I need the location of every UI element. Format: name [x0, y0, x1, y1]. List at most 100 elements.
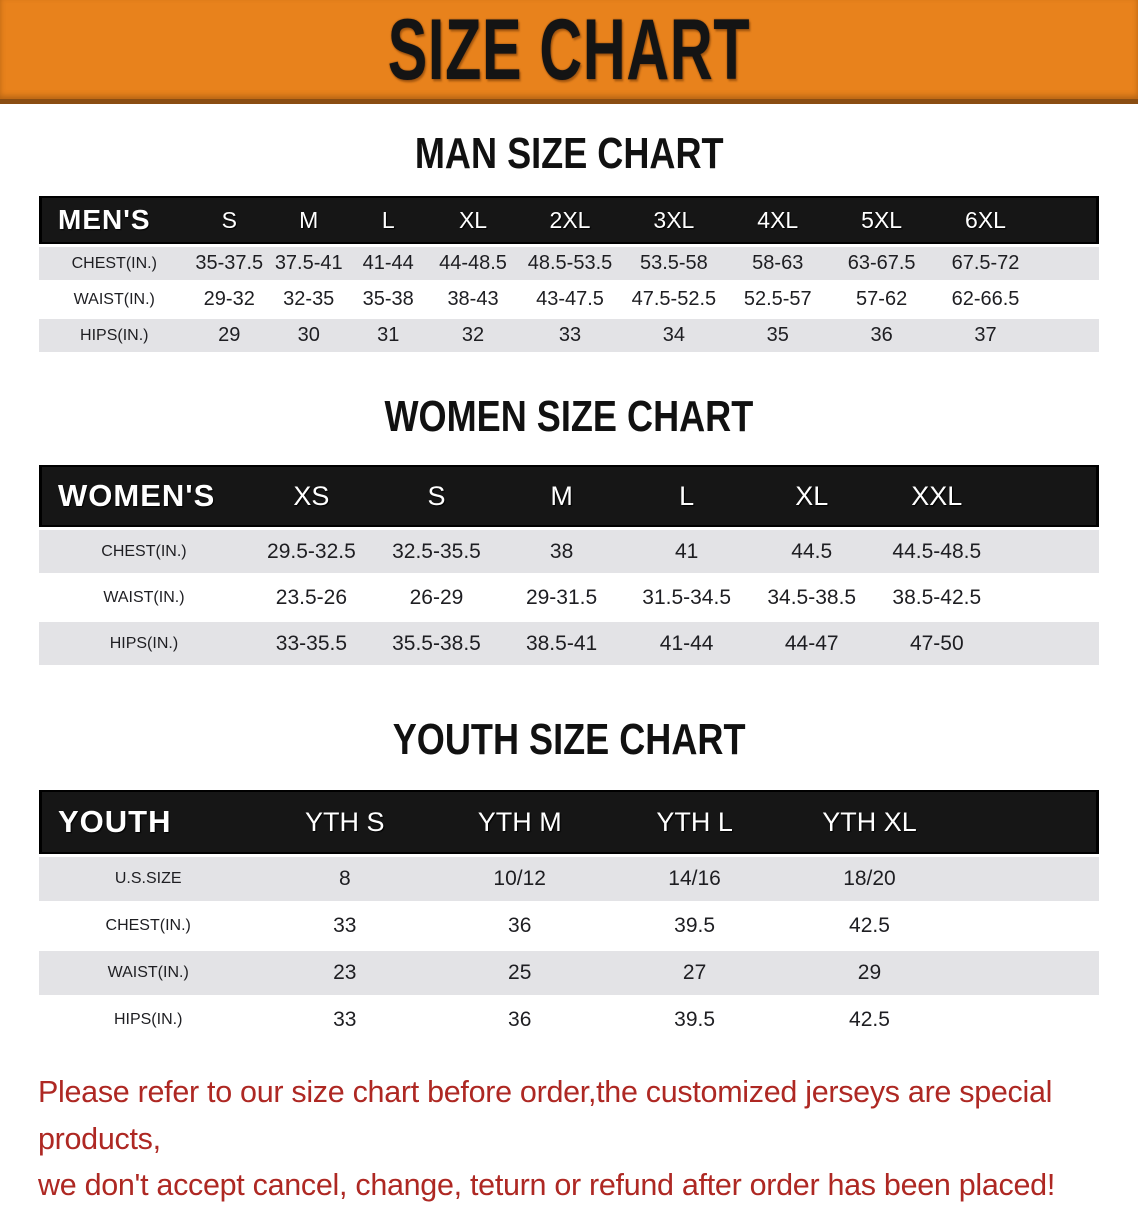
size-value-cell: 47-50 [874, 622, 1000, 665]
size-column-header: XS [248, 465, 374, 527]
header-spacer [1037, 196, 1099, 244]
size-value-cell: 38 [499, 530, 625, 573]
size-column-header: S [373, 465, 500, 527]
size-column-header: YTH M [432, 790, 608, 854]
size-value-cell: 43-47.5 [518, 283, 622, 316]
size-value-cell: 57-62 [829, 283, 934, 316]
measurement-row-label: CHEST(IN.) [39, 530, 249, 573]
size-value-cell: 31 [348, 319, 428, 352]
size-value-cell: 44-48.5 [427, 247, 519, 280]
measurement-row: WAIST(IN.) 29-32 32-35 35-38 38-43 43-47.5 47.… [39, 283, 1099, 316]
size-value-cell: 36 [432, 998, 608, 1042]
measurement-row: HIPS(IN.) 33 36 39.5 42.5 [39, 998, 1099, 1042]
size-value-cell: 58-63 [725, 247, 830, 280]
size-value-cell: 37 [933, 319, 1038, 352]
size-chart-banner: SIZE CHART [0, 0, 1138, 104]
section-heading-youth: YOUTH SIZE CHART [392, 715, 746, 764]
size-column-header: XL [749, 465, 875, 527]
youth-size-header-row: YOUTH YTH S YTH M YTH L YTH XL [39, 790, 1099, 854]
size-value-cell: 30 [269, 319, 349, 352]
row-spacer [956, 951, 1099, 995]
size-column-header: L [348, 196, 428, 244]
measurement-row-label: HIPS(IN.) [39, 998, 258, 1042]
size-value-cell: 10/12 [432, 857, 608, 901]
size-column-header: 3XL [621, 196, 726, 244]
size-value-cell: 29 [189, 319, 269, 352]
size-value-cell: 27 [607, 951, 783, 995]
size-value-cell: 32.5-35.5 [373, 530, 500, 573]
size-value-cell: 29-31.5 [499, 576, 625, 619]
banner-title: SIZE CHART [387, 0, 751, 98]
size-value-cell: 41 [624, 530, 750, 573]
size-column-header: 6XL [933, 196, 1038, 244]
row-spacer [999, 530, 1099, 573]
header-spacer [956, 790, 1099, 854]
size-value-cell: 36 [829, 319, 934, 352]
size-value-cell: 18/20 [782, 857, 957, 901]
table-group-label: YOUTH [39, 790, 258, 854]
size-value-cell: 35.5-38.5 [373, 622, 500, 665]
size-column-header: 4XL [725, 196, 830, 244]
size-value-cell: 8 [257, 857, 433, 901]
size-value-cell: 32-35 [269, 283, 349, 316]
row-spacer [956, 857, 1099, 901]
size-value-cell: 52.5-57 [725, 283, 830, 316]
size-value-cell: 38.5-42.5 [874, 576, 1000, 619]
size-value-cell: 44.5-48.5 [874, 530, 1000, 573]
row-spacer [956, 904, 1099, 948]
size-value-cell: 42.5 [782, 998, 957, 1042]
size-column-header: M [269, 196, 349, 244]
table-group-label: WOMEN'S [39, 465, 249, 527]
section-women: WOMEN SIZE CHART WOMEN'S XS S M L XL XXL CHEST… [0, 392, 1138, 668]
disclaimer-line-1: Please refer to our size chart before or… [38, 1075, 1053, 1156]
measurement-row: CHEST(IN.) 33 36 39.5 42.5 [39, 904, 1099, 948]
size-value-cell: 38-43 [427, 283, 519, 316]
measurement-row-label: WAIST(IN.) [39, 576, 249, 619]
size-value-cell: 25 [432, 951, 608, 995]
size-column-header: 5XL [829, 196, 934, 244]
size-value-cell: 35-38 [348, 283, 428, 316]
measurement-row-label: HIPS(IN.) [39, 319, 190, 352]
header-spacer [999, 465, 1099, 527]
women-size-table: WOMEN'S XS S M L XL XXL CHEST(IN.) 29.5-32.5 32.… [39, 462, 1099, 668]
size-value-cell: 23 [257, 951, 433, 995]
size-value-cell: 33 [257, 998, 433, 1042]
size-value-cell: 29 [782, 951, 957, 995]
measurement-row: HIPS(IN.) 29 30 31 32 33 34 35 36 37 [39, 319, 1099, 352]
measurement-row-label: U.S.SIZE [39, 857, 258, 901]
size-value-cell: 42.5 [782, 904, 957, 948]
size-value-cell: 14/16 [607, 857, 783, 901]
size-value-cell: 26-29 [373, 576, 500, 619]
size-value-cell: 41-44 [624, 622, 750, 665]
size-column-header: YTH S [257, 790, 433, 854]
disclaimer-note: Please refer to our size chart before or… [38, 1069, 1113, 1209]
size-value-cell: 34.5-38.5 [749, 576, 875, 619]
size-value-cell: 44-47 [749, 622, 875, 665]
row-spacer [999, 576, 1099, 619]
size-value-cell: 53.5-58 [621, 247, 726, 280]
size-value-cell: 39.5 [607, 904, 783, 948]
measurement-row: HIPS(IN.) 33-35.5 35.5-38.5 38.5-41 41-44 44-… [39, 622, 1099, 665]
size-column-header: YTH XL [782, 790, 957, 854]
size-value-cell: 32 [427, 319, 519, 352]
section-men: MAN SIZE CHART MEN'S S M L XL 2XL 3XL 4XL 5XL 6XL… [0, 129, 1138, 355]
measurement-row-label: WAIST(IN.) [39, 951, 258, 995]
size-value-cell: 39.5 [607, 998, 783, 1042]
size-value-cell: 44.5 [749, 530, 875, 573]
disclaimer-line-2: we don't accept cancel, change, teturn o… [38, 1168, 1055, 1203]
size-value-cell: 36 [432, 904, 608, 948]
measurement-row: CHEST(IN.) 35-37.5 37.5-41 41-44 44-48.5 48.5… [39, 247, 1099, 280]
size-value-cell: 33 [518, 319, 622, 352]
size-value-cell: 33-35.5 [248, 622, 374, 665]
section-heading-man: MAN SIZE CHART [414, 129, 724, 178]
size-value-cell: 41-44 [348, 247, 428, 280]
size-value-cell: 37.5-41 [269, 247, 349, 280]
size-value-cell: 38.5-41 [499, 622, 625, 665]
size-value-cell: 23.5-26 [248, 576, 374, 619]
size-value-cell: 48.5-53.5 [518, 247, 622, 280]
size-value-cell: 29-32 [189, 283, 269, 316]
size-column-header: XXL [874, 465, 1000, 527]
women-size-header-row: WOMEN'S XS S M L XL XXL [39, 465, 1099, 527]
size-value-cell: 31.5-34.5 [624, 576, 750, 619]
size-column-header: L [624, 465, 750, 527]
